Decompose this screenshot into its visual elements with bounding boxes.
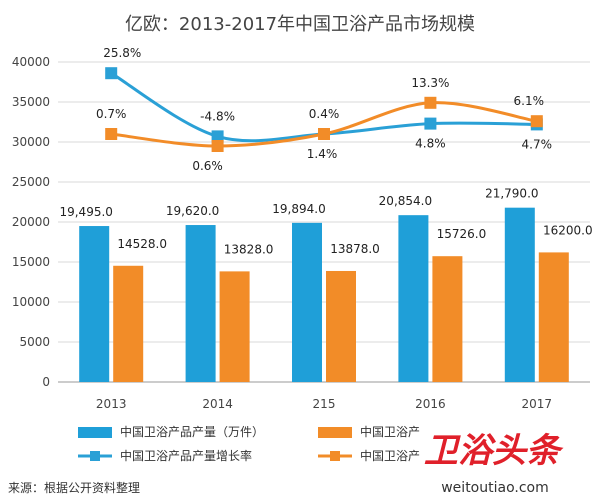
x-tick-label: 2017 xyxy=(522,397,553,411)
legend-marker xyxy=(330,451,340,461)
bar-data-label: 16200.0 xyxy=(543,223,593,237)
y-tick-label: 20000 xyxy=(12,215,50,229)
gridlines xyxy=(58,61,590,383)
x-tick-label: 215 xyxy=(313,397,336,411)
bar xyxy=(113,265,144,382)
line-point xyxy=(105,67,118,80)
y-tick-label: 10000 xyxy=(12,295,50,309)
bar-data-label: 21,790.0 xyxy=(485,187,538,201)
bars xyxy=(79,207,569,382)
bar-data-label: 19,894.0 xyxy=(272,202,325,216)
x-tick-label: 2013 xyxy=(96,397,127,411)
line-data-label: 4.7% xyxy=(522,137,553,151)
line-point xyxy=(211,140,224,152)
y-tick-label: 30000 xyxy=(12,135,50,149)
bar-data-label: 13878.0 xyxy=(330,242,380,256)
bar xyxy=(185,225,216,382)
bar-data-label: 14528.0 xyxy=(117,237,167,251)
legend-label: 中国卫浴产品产量增长率 xyxy=(120,448,252,463)
line-data-label: 0.6% xyxy=(192,159,223,173)
bar-data-label: 19,620.0 xyxy=(166,204,219,218)
bar-data-label: 19,495.0 xyxy=(59,205,112,219)
legend-label: 中国卫浴产品产量（万件） xyxy=(120,424,264,439)
bar-data-label: 20,854.0 xyxy=(379,194,432,208)
y-tick-label: 25000 xyxy=(12,175,50,189)
bar xyxy=(398,215,429,382)
line-data-label: 1.4% xyxy=(307,147,338,161)
legend-label: 中国卫浴产 xyxy=(360,424,420,439)
watermark-logo: 卫浴头条 xyxy=(424,431,564,471)
bar xyxy=(219,271,250,382)
chart-title: 亿欧：2013-2017年中国卫浴产品市场规模 xyxy=(125,14,475,35)
line-data-label: 25.8% xyxy=(103,46,141,60)
bar xyxy=(79,226,110,382)
x-tick-label: 2016 xyxy=(415,397,446,411)
data-labels: 19,495.0 19,620.0 19,894.0 20,854.0 21,790.0… xyxy=(59,46,592,256)
line-data-label: 0.4% xyxy=(309,107,340,121)
line-point xyxy=(530,115,543,128)
source-note: 来源：根据公开资料整理 xyxy=(8,480,140,495)
line-data-label: -4.8% xyxy=(200,109,235,123)
bar xyxy=(292,222,322,382)
line-data-label: 4.8% xyxy=(415,137,446,151)
line-point xyxy=(424,117,437,130)
y-tick-label: 35000 xyxy=(12,95,50,109)
legend-marker xyxy=(90,451,100,461)
line-data-label: 0.7% xyxy=(96,107,127,121)
x-tick-label: 2014 xyxy=(202,397,233,411)
legend-swatch xyxy=(78,427,112,438)
watermark-url: weitoutiao.com xyxy=(441,480,549,496)
line-data-label: 6.1% xyxy=(514,94,545,108)
lines xyxy=(105,67,543,152)
bar xyxy=(326,270,356,382)
line-data-label: 13.3% xyxy=(411,76,449,90)
bar-data-label: 13828.0 xyxy=(224,242,274,256)
y-tick-label: 5000 xyxy=(19,335,50,349)
y-tick-label: 15000 xyxy=(12,255,50,269)
bar xyxy=(432,256,463,382)
line-point xyxy=(211,130,224,143)
bar-data-label: 15726.0 xyxy=(437,227,487,241)
x-axis: 2013 2014 215 2016 2017 xyxy=(58,381,590,411)
bar xyxy=(504,207,535,382)
bar xyxy=(538,252,569,382)
legend-swatch xyxy=(318,427,352,438)
y-tick-label: 40000 xyxy=(12,55,50,69)
line-point xyxy=(424,96,437,109)
legend-label: 中国卫浴产 xyxy=(360,448,420,463)
line-point xyxy=(318,128,330,140)
y-tick-label: 0 xyxy=(42,375,50,389)
line-point xyxy=(105,128,118,140)
y-axis: 0 5000 10000 15000 20000 25000 30000 35000 40000 xyxy=(12,55,50,389)
